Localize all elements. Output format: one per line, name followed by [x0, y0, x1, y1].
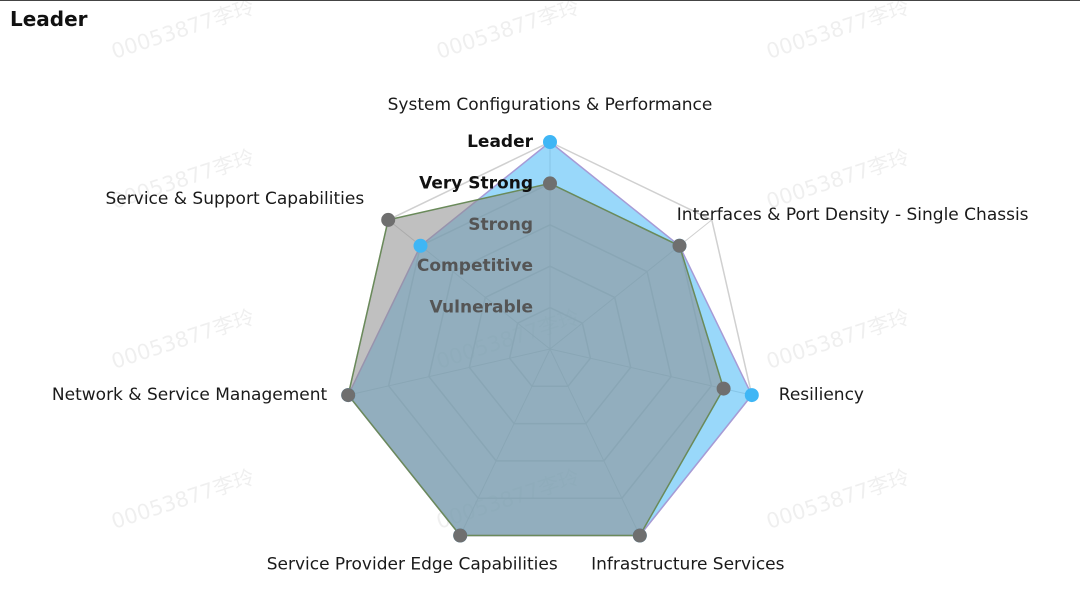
- axis-label: Network & Service Management: [52, 385, 328, 405]
- level-label: Competitive: [417, 256, 533, 276]
- series-1-point: [543, 135, 557, 149]
- series-2-point: [341, 388, 356, 403]
- watermark-text: 00053877李玲: [763, 465, 912, 534]
- series-2-point: [453, 528, 468, 543]
- watermark-text: 00053877李玲: [108, 465, 257, 534]
- watermark-text: 00053877李玲: [763, 145, 912, 214]
- level-label: Vulnerable: [430, 298, 534, 318]
- axis-label: Service Provider Edge Capabilities: [267, 555, 558, 575]
- axis-label: Infrastructure Services: [591, 555, 785, 575]
- series-1-point: [413, 238, 428, 253]
- series-2-point: [716, 381, 731, 396]
- watermark-text: 00053877李玲: [108, 305, 257, 374]
- axis-label: System Configurations & Performance: [388, 95, 713, 115]
- level-label: Very Strong: [419, 173, 533, 193]
- watermark-text: 00053877李玲: [433, 1, 582, 64]
- axis-label: Resiliency: [779, 385, 864, 405]
- watermark-text: 00053877李玲: [108, 1, 257, 64]
- level-label: Strong: [468, 215, 533, 235]
- series-2-area: [347, 182, 725, 537]
- page-title: Leader: [10, 7, 88, 31]
- series-2-point: [381, 212, 396, 227]
- series-2-point: [632, 528, 647, 543]
- series-1-point: [744, 388, 759, 403]
- level-label: Leader: [467, 132, 534, 152]
- axis-label: Interfaces & Port Density - Single Chass…: [677, 205, 1029, 225]
- axis-label: Service & Support Capabilities: [106, 189, 365, 209]
- series-2-point: [543, 176, 557, 191]
- watermark-text: 00053877李玲: [763, 1, 912, 64]
- watermark-text: 00053877李玲: [763, 305, 912, 374]
- series-2-point: [672, 238, 687, 253]
